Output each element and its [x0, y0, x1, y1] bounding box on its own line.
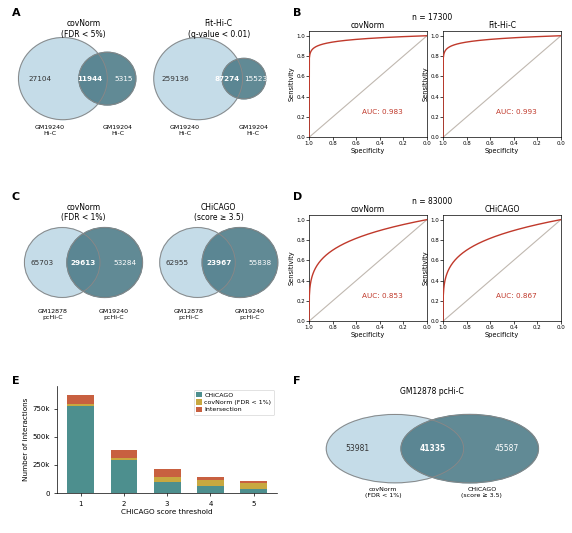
Text: C: C	[12, 192, 20, 202]
Text: n = 83000: n = 83000	[412, 197, 452, 206]
Text: F: F	[293, 376, 300, 386]
Text: n = 17300: n = 17300	[412, 13, 452, 22]
Text: B: B	[293, 8, 301, 18]
Text: D: D	[293, 192, 303, 202]
Text: E: E	[12, 376, 19, 386]
Text: A: A	[12, 8, 21, 18]
